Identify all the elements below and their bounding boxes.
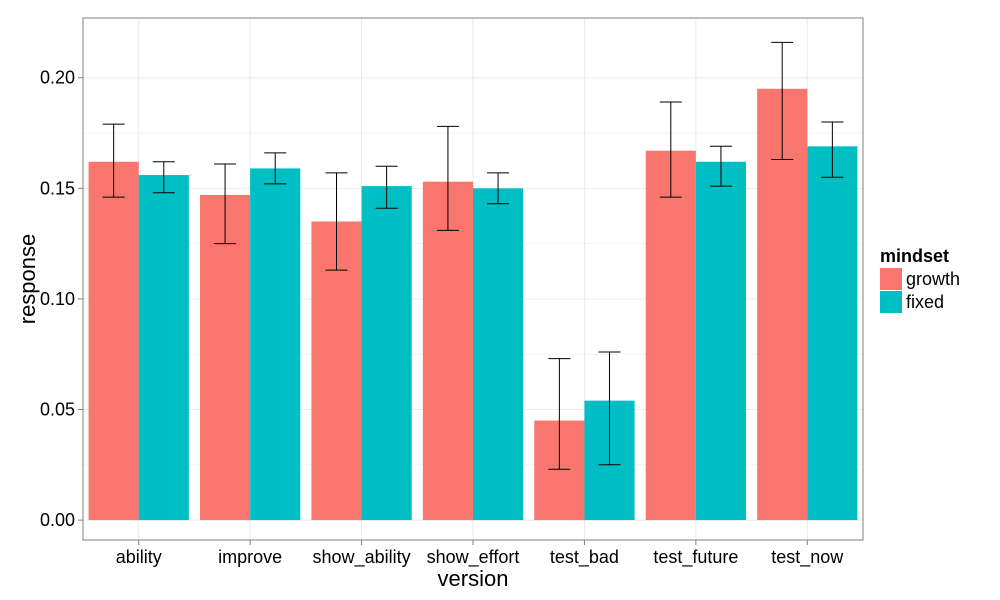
bar-growth-show_ability (311, 221, 362, 521)
legend-label-growth: growth (906, 269, 960, 289)
x-tick-label: improve (218, 547, 282, 567)
legend-label-fixed: fixed (906, 292, 944, 312)
x-axis-title: version (438, 566, 509, 591)
x-axis: ability improve show_ability show_effort tes… (116, 540, 844, 568)
legend-title: mindset (880, 246, 949, 266)
bar-growth-show_effort (422, 181, 473, 521)
y-axis-title: response (15, 234, 40, 325)
bars (88, 88, 858, 521)
error-bar-fixed-show_ability (375, 165, 398, 209)
error-bar-growth-test_bad (548, 358, 571, 470)
y-tick-label: 0.10 (40, 289, 75, 309)
y-axis: 0.00 0.05 0.10 0.15 0.20 (40, 68, 83, 530)
bar-fixed-test_now (807, 146, 858, 521)
error-bar-growth-improve (214, 163, 237, 245)
bar-fixed-improve (250, 168, 301, 521)
error-bar-growth-show_effort (436, 125, 459, 231)
legend-key-fixed (880, 291, 902, 313)
error-bars (102, 41, 844, 470)
error-bar-fixed-test_now (821, 121, 844, 178)
x-tick-label: ability (116, 547, 162, 567)
bar-fixed-test_future (695, 161, 746, 521)
legend-key-growth (880, 268, 902, 290)
bar-growth-test_future (645, 150, 696, 521)
y-tick-label: 0.15 (40, 178, 75, 198)
x-tick-label: test_now (771, 547, 844, 568)
y-tick-label: 0.20 (40, 68, 75, 88)
error-bar-fixed-test_bad (598, 351, 621, 466)
x-tick-label: show_effort (427, 547, 520, 568)
x-tick-label: show_ability (313, 547, 411, 568)
bar-fixed-show_ability (361, 186, 412, 521)
error-bar-growth-test_future (659, 101, 682, 198)
error-bar-growth-ability (102, 123, 125, 198)
error-bar-fixed-show_effort (487, 172, 510, 205)
x-tick-label: test_bad (550, 547, 619, 568)
error-bar-fixed-test_future (709, 145, 732, 187)
y-tick-label: 0.05 (40, 400, 75, 420)
bar-growth-test_now (757, 88, 808, 521)
legend: mindset growth fixed (880, 246, 960, 313)
error-bar-growth-show_ability (325, 172, 348, 271)
bar-fixed-show_effort (473, 188, 524, 521)
bar-growth-improve (200, 194, 251, 521)
bar-growth-ability (88, 161, 139, 521)
error-bar-fixed-improve (264, 152, 287, 185)
bar-fixed-ability (138, 175, 189, 521)
y-tick-label: 0.00 (40, 510, 75, 530)
error-bar-fixed-ability (152, 161, 175, 194)
x-tick-label: test_future (653, 547, 738, 568)
error-bar-growth-test_now (771, 41, 794, 161)
